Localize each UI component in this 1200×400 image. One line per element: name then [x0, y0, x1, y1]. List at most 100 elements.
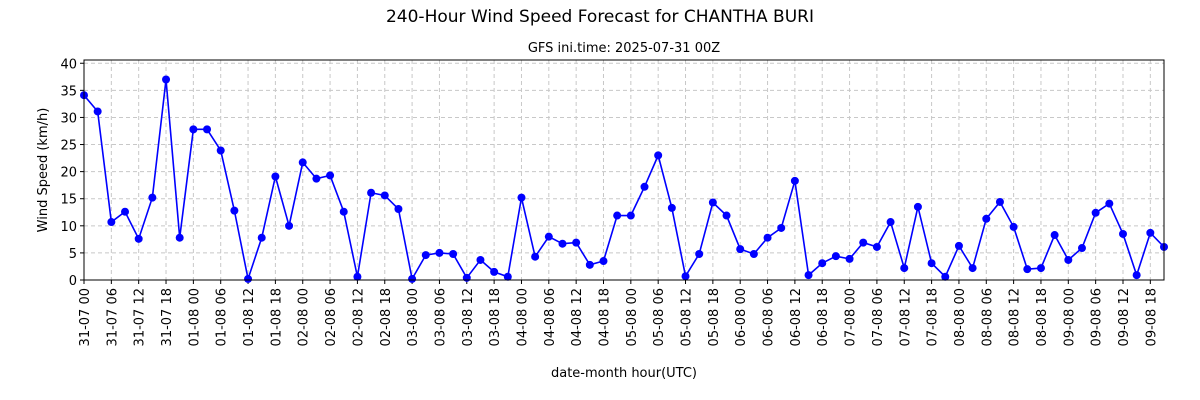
marker	[913, 202, 922, 211]
marker	[298, 158, 307, 167]
x-tick-label: 06-08 18	[816, 288, 831, 346]
marker	[558, 239, 567, 248]
chart-title: 240-Hour Wind Speed Forecast for CHANTHA…	[386, 7, 814, 27]
x-tick-label: 02-08 00	[297, 288, 312, 346]
marks	[80, 75, 1168, 283]
marker	[107, 218, 116, 227]
x-tick-label: 02-08 12	[351, 288, 366, 346]
y-tick-label: 15	[60, 193, 77, 208]
marker	[900, 264, 909, 273]
marker	[954, 241, 963, 250]
marker	[763, 233, 772, 242]
x-tick-label: 06-08 12	[789, 288, 804, 346]
marker	[189, 125, 198, 134]
marker	[613, 211, 622, 220]
marker	[285, 221, 294, 230]
x-tick-label: 07-08 18	[926, 288, 941, 346]
x-tick-label: 01-08 12	[242, 288, 257, 346]
x-tick-label: 01-08 06	[215, 288, 230, 346]
x-tick-label: 31-07 12	[133, 288, 148, 346]
marker	[353, 272, 362, 281]
x-tick-label: 03-08 06	[433, 288, 448, 346]
marker	[271, 172, 280, 181]
marker	[449, 249, 458, 258]
marker	[517, 193, 526, 202]
x-tick-label: 08-08 12	[1008, 288, 1023, 346]
marker	[1146, 228, 1155, 237]
x-tick-label: 03-08 00	[406, 288, 421, 346]
marker	[476, 255, 485, 264]
x-tick-label: 01-08 00	[187, 288, 202, 346]
marker	[203, 125, 212, 134]
x-tick-label: 31-07 18	[160, 288, 175, 346]
marker	[831, 252, 840, 261]
x-tick-label: 05-08 12	[680, 288, 695, 346]
marker	[544, 232, 553, 241]
marker	[148, 193, 157, 202]
marker	[790, 176, 799, 185]
x-axis-label: date-month hour(UTC)	[551, 366, 697, 381]
marker	[626, 211, 635, 220]
marker	[804, 271, 813, 280]
marker	[736, 245, 745, 254]
y-tick-label: 30	[60, 111, 77, 126]
marker	[462, 273, 471, 282]
x-tick-label: 05-08 06	[652, 288, 667, 346]
y-tick-label: 25	[60, 139, 77, 154]
y-tick-label: 10	[60, 220, 77, 235]
marker	[1105, 199, 1114, 208]
marker	[326, 171, 335, 180]
y-tick-label: 5	[69, 247, 77, 262]
x-tick-label: 06-08 06	[762, 288, 777, 346]
marker	[435, 248, 444, 257]
y-axis-label: Wind Speed (km/h)	[36, 108, 51, 233]
marker	[121, 207, 130, 216]
marker	[216, 146, 225, 155]
x-tick-label: 08-08 06	[980, 288, 995, 346]
marker	[845, 254, 854, 263]
marker	[339, 207, 348, 216]
marker	[408, 274, 417, 283]
x-tick-label: 04-08 12	[570, 288, 585, 346]
y-tick-label: 35	[60, 84, 77, 99]
marker	[1036, 264, 1045, 273]
grid	[83, 60, 1164, 281]
marker	[175, 233, 184, 242]
x-tick-label: 05-08 18	[707, 288, 722, 346]
marker	[777, 223, 786, 232]
marker	[667, 203, 676, 212]
x-tick-label: 02-08 18	[379, 288, 394, 346]
marker	[585, 260, 594, 269]
marker	[1050, 231, 1059, 240]
x-tick-label: 03-08 12	[461, 288, 476, 346]
marker	[1118, 229, 1127, 238]
x-tick-label: 09-08 12	[1117, 288, 1132, 346]
x-tick-label: 03-08 18	[488, 288, 503, 346]
marker	[708, 198, 717, 207]
x-tick-label: 08-08 18	[1035, 288, 1050, 346]
marker	[818, 259, 827, 268]
marker	[872, 242, 881, 251]
x-tick-label: 31-07 06	[105, 288, 120, 346]
marker	[162, 75, 171, 84]
x-tick-label: 06-08 00	[734, 288, 749, 346]
marker	[394, 205, 403, 214]
y-tick-label: 40	[60, 57, 77, 72]
marker	[681, 272, 690, 281]
marker	[572, 238, 581, 247]
marker	[859, 238, 868, 247]
x-tick-label: 07-08 12	[898, 288, 913, 346]
x-tick-label: 31-07 00	[78, 288, 93, 346]
marker	[695, 249, 704, 258]
marker	[1023, 265, 1032, 274]
y-tick-label: 0	[69, 274, 77, 289]
y-tick-label: 20	[60, 166, 77, 181]
marker	[1077, 244, 1086, 253]
marker	[244, 274, 253, 283]
marker	[1064, 255, 1073, 264]
marker	[941, 272, 950, 281]
x-tick-label: 04-08 18	[597, 288, 612, 346]
marker	[367, 188, 376, 197]
x-tick-label: 09-08 18	[1144, 288, 1159, 346]
marker	[886, 218, 895, 227]
